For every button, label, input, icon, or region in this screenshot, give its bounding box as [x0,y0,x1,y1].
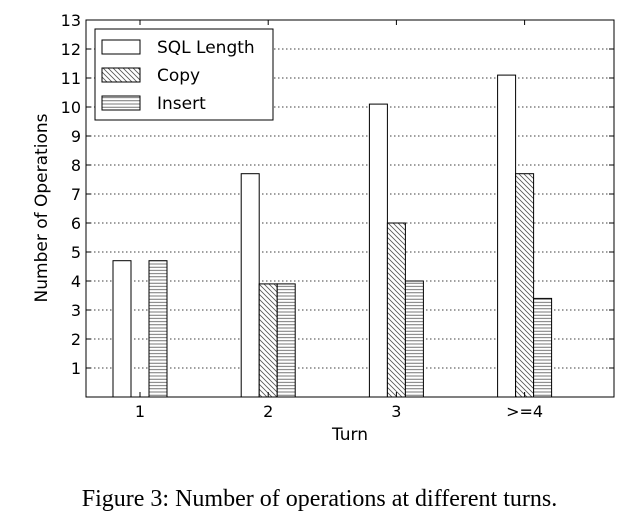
y-tick-label: 1 [71,359,81,378]
bar-insert [148,260,168,398]
bar-copy [386,222,406,398]
y-tick-label: 5 [71,243,81,262]
bar-sql-length [112,260,132,398]
y-tick-label: 12 [61,40,81,59]
bar-copy [258,283,278,398]
bar-sql-length [497,74,517,398]
bar-insert [533,297,553,398]
y-tick-label: 2 [71,330,81,349]
x-tick-label: 3 [391,402,401,421]
bar-insert [276,283,296,398]
y-tick-label: 3 [71,301,81,320]
bar-sql-length [240,173,260,398]
figure-caption: Figure 3: Number of operations at differ… [81,486,558,512]
y-tick-label: 13 [61,11,81,30]
x-axis-title: Turn [331,425,368,445]
y-tick-label: 7 [71,185,81,204]
bar-copy [515,173,535,398]
x-tick-label: 1 [135,402,145,421]
legend-swatch [101,67,141,83]
legend-swatch [101,39,141,55]
legend-label: SQL Length [157,38,255,58]
x-tick-label: >=4 [506,402,543,421]
x-axis: 1 2 3 >=4 [135,20,543,421]
y-tick-label: 9 [71,127,81,146]
legend-label: Copy [157,66,200,86]
y-tick-label: 11 [61,69,81,88]
y-tick-label: 10 [61,98,81,117]
bars [112,74,553,398]
legend-swatch [101,95,141,111]
y-tick-label: 6 [71,214,81,233]
bar-insert [404,280,424,398]
y-tick-label: 8 [71,156,81,175]
legend: SQL Length Copy Insert [94,28,274,121]
y-tick-label: 4 [71,272,81,291]
y-axis-title: Number of Operations [32,113,52,302]
x-tick-label: 2 [263,402,273,421]
bar-sql-length [368,103,388,398]
plot-frame [85,19,615,398]
legend-label: Insert [157,94,206,114]
